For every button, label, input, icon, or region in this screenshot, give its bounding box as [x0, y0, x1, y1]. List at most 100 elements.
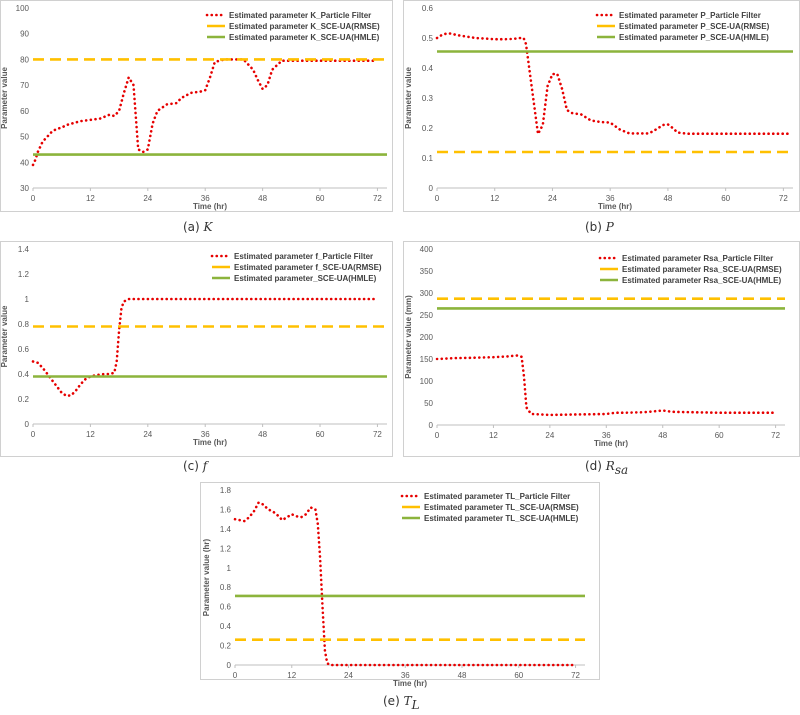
legend-label: Estimated parameter f_SCE-UA(RMSE): [234, 263, 382, 272]
x-tick-label: 0: [233, 671, 238, 680]
legend: Estimated parameter Rsa_Particle Filter E…: [594, 251, 782, 287]
y-tick-label: 0.8: [18, 320, 30, 329]
x-tick-label: 48: [458, 671, 467, 680]
y-tick-label: 0.6: [18, 345, 30, 354]
legend: Estimated parameter P_Particle Filter Est…: [591, 8, 777, 44]
chart-panel-TL: 0 0.2 0.4 0.6 0.8 1 1.2 1.4 1.6 1.8 0 12 24 36 48 60 72 T…: [200, 482, 600, 712]
legend-background: [594, 251, 780, 287]
x-tick-label: 48: [663, 194, 672, 203]
panel-caption: (c) f: [183, 459, 210, 473]
y-tick-label: 1: [227, 564, 232, 573]
legend-background: [201, 8, 387, 44]
x-axis-title: Time (hr): [193, 438, 227, 447]
x-tick-label: 72: [373, 194, 382, 203]
x-tick-label: 0: [435, 194, 440, 203]
y-axis-title: Parameter value (mm): [404, 295, 413, 379]
series-particle-filter: [31, 297, 379, 398]
series-particle-filter: [435, 354, 777, 417]
y-tick-label: 0.4: [422, 64, 434, 73]
y-tick-label: 90: [20, 30, 29, 39]
y-tick-label: 70: [20, 81, 29, 90]
y-axis-title: Parameter value: [0, 67, 9, 129]
legend-background: [206, 249, 392, 285]
panel-frame: [0, 0, 393, 212]
y-tick-label: 0: [429, 184, 434, 193]
x-tick-label: 0: [31, 430, 36, 439]
y-tick-label: 80: [20, 55, 29, 64]
x-tick-label: 36: [602, 431, 611, 440]
chart-panel-f: 0 0.2 0.4 0.6 0.8 1 1.2 1.4 0 12 24 36 48 60 72 Time (h…: [0, 241, 393, 473]
y-tick-label: 0.1: [422, 154, 434, 163]
x-axis-title: Time (hr): [393, 679, 427, 688]
y-axis-title: Parameter value: [0, 305, 9, 367]
x-tick-label: 48: [258, 194, 267, 203]
legend: Estimated parameter K_Particle Filter Est…: [201, 8, 387, 44]
y-tick-label: 1.4: [220, 525, 232, 534]
panel-caption: (a) K: [183, 220, 214, 234]
x-tick-label: 60: [715, 431, 724, 440]
y-tick-label: 0.8: [220, 583, 232, 592]
y-tick-label: 1.4: [18, 245, 30, 254]
y-tick-label: 0.4: [18, 370, 30, 379]
x-tick-label: 12: [86, 430, 95, 439]
series-particle-filter: [435, 32, 790, 136]
panel-caption: (d) Rsa: [585, 459, 628, 477]
y-tick-label: 0.5: [422, 34, 434, 43]
y-tick-label: 300: [420, 289, 434, 298]
legend: Estimated parameter f_Particle Filter Est…: [206, 249, 392, 285]
y-tick-label: 0: [227, 661, 232, 670]
x-tick-label: 36: [201, 430, 210, 439]
series-particle-filter: [31, 58, 379, 167]
x-tick-label: 0: [435, 431, 440, 440]
x-tick-label: 36: [401, 671, 410, 680]
x-tick-label: 72: [373, 430, 382, 439]
panel-caption: (b) P: [585, 220, 615, 234]
x-tick-label: 48: [658, 431, 667, 440]
y-tick-label: 100: [16, 4, 30, 13]
x-tick-label: 24: [143, 194, 152, 203]
x-tick-label: 60: [721, 194, 730, 203]
y-tick-label: 200: [420, 333, 434, 342]
panel-frame: [200, 482, 600, 680]
chart-panel-P: 0 0.1 0.2 0.3 0.4 0.5 0.6 0 12 24 36 48 60 72 Time (hr…: [403, 0, 800, 234]
x-tick-label: 36: [201, 194, 210, 203]
y-tick-label: 50: [20, 133, 29, 142]
legend-label: Estimated parameter P_SCE-UA(RMSE): [619, 22, 770, 31]
x-tick-label: 60: [316, 430, 325, 439]
y-tick-label: 0: [25, 420, 30, 429]
x-axis-title: Time (hr): [594, 439, 628, 448]
y-axis-title: Parameter value: [404, 67, 413, 129]
legend-label: Estimated parameter P_Particle Filter: [619, 11, 761, 20]
y-tick-label: 0.6: [220, 603, 232, 612]
y-tick-label: 0.2: [220, 642, 232, 651]
x-tick-label: 72: [571, 671, 580, 680]
y-tick-label: 50: [424, 399, 433, 408]
y-tick-label: 60: [20, 107, 29, 116]
x-tick-label: 12: [489, 431, 498, 440]
y-tick-label: 0.3: [422, 94, 434, 103]
x-tick-label: 24: [548, 194, 557, 203]
panel-caption: (e) TL: [383, 694, 420, 712]
y-tick-label: 40: [20, 158, 29, 167]
legend-label: Estimated parameter K_SCE-UA(HMLE): [229, 33, 380, 42]
chart-panel-K: 30 40 50 60 70 80 90 100 0 12 24 36 48 60 72 Time (hr) P…: [0, 0, 393, 234]
y-tick-label: 1.8: [220, 486, 232, 495]
legend-label: Estimated parameter TL_Particle Filter: [424, 492, 570, 501]
legend-label: Estimated parameter Rsa_Particle Filter: [622, 254, 773, 263]
legend: Estimated parameter TL_Particle Filter Es…: [396, 489, 582, 525]
legend-label: Estimated parameter TL_SCE-UA(HMLE): [424, 514, 579, 523]
legend-label: Estimated parameter TL_SCE-UA(RMSE): [424, 503, 579, 512]
legend-label: Estimated parameter K_SCE-UA(RMSE): [229, 22, 380, 31]
x-axis-title: Time (hr): [598, 202, 632, 211]
y-axis-title: Parameter value (hr): [202, 538, 211, 616]
x-tick-label: 24: [143, 430, 152, 439]
chart-panel-Rsa: 0 50 100 150 200 250 300 350 400 0 12 24 36 48 60 72 Tim…: [403, 241, 800, 477]
x-tick-label: 48: [258, 430, 267, 439]
panel-frame: [0, 241, 393, 457]
legend-label: Estimated parameter f_Particle Filter: [234, 252, 373, 261]
y-tick-label: 400: [420, 245, 434, 254]
legend-background: [591, 8, 777, 44]
y-tick-label: 0.2: [422, 124, 434, 133]
legend-label: Estimated parameter P_SCE-UA(HMLE): [619, 33, 769, 42]
